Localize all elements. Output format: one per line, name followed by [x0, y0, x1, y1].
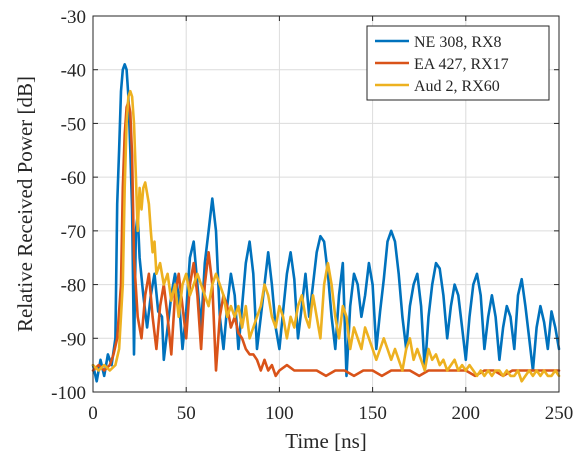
plot-frame: [92, 15, 560, 393]
y-tick-label: -70: [61, 222, 86, 243]
y-tick-label: -80: [61, 276, 86, 297]
x-tick-label: 100: [265, 403, 294, 424]
axis-ticks: 0 50 100 150 200 250 -30 -40 -50 -60 -70 -80 -90 -100: [51, 7, 573, 424]
legend-label-1: NE 308, RX8: [414, 34, 502, 51]
y-tick-label: -30: [61, 7, 86, 28]
x-tick-label: 250: [545, 403, 574, 424]
y-tick-label: -60: [61, 168, 86, 189]
y-tick-label: -90: [61, 329, 86, 350]
x-tick-label: 0: [88, 403, 98, 424]
y-axis-label: Relative Received Power [dB]: [13, 76, 37, 332]
series-line-3: [91, 89, 561, 383]
y-tick-label: -40: [61, 61, 86, 82]
legend: NE 308, RX8 EA 427, RX17 Aud 2, RX60: [366, 25, 550, 101]
series-line-1: [91, 63, 561, 383]
plot-lines: [91, 63, 561, 383]
series-line-2: [91, 100, 561, 378]
x-axis-label: Time [ns]: [285, 429, 367, 453]
y-tick-label: -100: [51, 383, 86, 404]
y-tick-label: -50: [61, 114, 86, 135]
x-tick-label: 50: [177, 403, 196, 424]
x-tick-label: 200: [452, 403, 481, 424]
legend-label-2: EA 427, RX17: [414, 56, 509, 73]
legend-label-3: Aud 2, RX60: [414, 78, 500, 95]
x-tick-label: 150: [358, 403, 387, 424]
